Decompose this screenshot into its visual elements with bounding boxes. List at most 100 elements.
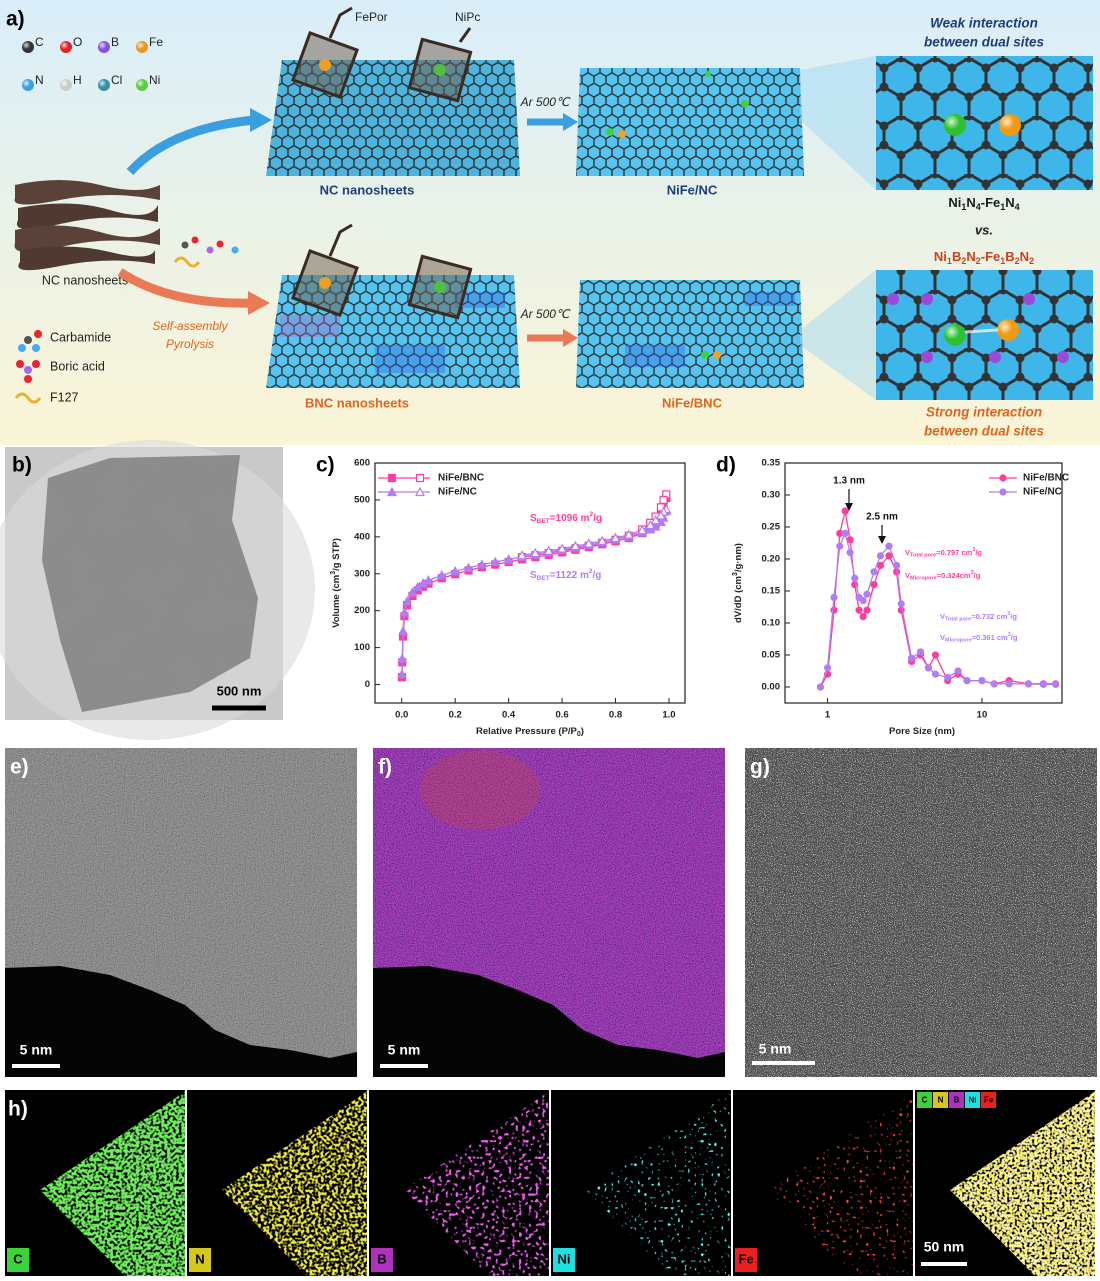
panel-label: d) xyxy=(716,454,736,477)
text-part: /g xyxy=(975,548,982,557)
text-part: /g xyxy=(593,570,602,581)
panel-h: C N B Ni Fe C N B Ni Fe 50 nm h) xyxy=(0,1088,1100,1276)
y-tick-label: 0.35 xyxy=(762,458,781,469)
panel-e: e) 5 nm xyxy=(5,748,357,1077)
vacuum xyxy=(373,966,725,1077)
decoration xyxy=(1057,351,1069,363)
text-part: S xyxy=(530,513,537,524)
text-part: =0.732 cm xyxy=(971,612,1007,621)
process-label: Self-assembly xyxy=(152,319,228,333)
decoration xyxy=(328,6,353,39)
highlight xyxy=(944,114,966,136)
data-point xyxy=(823,664,832,672)
data-point xyxy=(530,547,541,558)
annotation: VTotal pore=0.797 cm3/g xyxy=(905,547,982,559)
data-point xyxy=(659,495,668,505)
data-point xyxy=(423,575,434,585)
text-part: =1122 m xyxy=(550,570,589,581)
atom-label: B xyxy=(111,35,119,49)
sheet-label: BNC nanosheets xyxy=(305,395,409,410)
boron-atoms xyxy=(887,293,1069,363)
atom-label: H xyxy=(73,73,82,87)
atom-label: Ni xyxy=(149,73,160,87)
text-part: 2 xyxy=(961,256,966,266)
overlay-swatch xyxy=(933,1092,948,1108)
data-point xyxy=(978,676,986,685)
overlay-swatch xyxy=(981,1092,996,1108)
decoration xyxy=(34,330,42,338)
text-part: 0 xyxy=(577,731,581,738)
annotation: VMicropore=0.361 cm3/g xyxy=(940,632,1018,644)
atom-highlight xyxy=(98,41,110,53)
atom-legend: C O B Fe N H Cl Ni xyxy=(22,35,163,91)
site-caption: Strong interaction xyxy=(926,405,1042,420)
atom-highlight xyxy=(136,79,148,91)
data-point xyxy=(637,524,648,535)
decoration xyxy=(24,366,32,374)
overlay-swatch xyxy=(965,1092,980,1108)
peak-arrow-head xyxy=(845,503,853,511)
b-domain xyxy=(280,315,340,337)
data-point xyxy=(816,683,825,691)
atom-highlight xyxy=(60,79,72,91)
zoom-fan xyxy=(800,270,876,400)
text-part: -Fe xyxy=(981,195,1001,210)
legend-marker xyxy=(387,486,397,497)
eds-map: B xyxy=(369,1090,549,1276)
data-point xyxy=(407,586,418,597)
text-part: Ni xyxy=(934,249,947,264)
decoration xyxy=(1023,293,1035,305)
atom-label: Fe xyxy=(149,35,163,49)
data-point xyxy=(841,507,849,515)
annotation: VMicropore=0.324cm3/g xyxy=(905,570,981,582)
text-part: -Fe xyxy=(981,249,1001,264)
peak-label: 1.3 nm xyxy=(833,476,865,487)
data-point xyxy=(907,654,916,662)
legend-marker xyxy=(415,473,425,483)
decoration xyxy=(458,27,472,43)
text-part: ) xyxy=(581,726,584,737)
overlay-label: C xyxy=(922,1096,928,1105)
data-point xyxy=(990,680,998,688)
scale-label: 50 nm xyxy=(924,1239,964,1255)
data-point xyxy=(863,606,871,614)
element-label: N xyxy=(195,1251,204,1266)
text-part: 2 xyxy=(589,511,593,518)
data-point xyxy=(503,554,514,564)
data-point xyxy=(963,676,971,685)
text-part: Micropore xyxy=(910,576,937,582)
y-tick-label: 0.30 xyxy=(762,490,781,501)
element-badge xyxy=(371,1248,393,1272)
text-part: dV/dD (cm xyxy=(733,576,744,623)
decoration xyxy=(24,375,32,383)
data-point xyxy=(830,593,838,602)
text-part: B xyxy=(952,249,961,264)
text-part: Volume (cm xyxy=(331,575,342,628)
text-part: Total pore xyxy=(910,553,936,559)
data-point xyxy=(623,529,634,539)
text-part: V xyxy=(905,571,910,580)
text-part: Ni xyxy=(948,195,961,210)
element-badge xyxy=(189,1248,211,1272)
y-tick-label: 0.15 xyxy=(762,586,781,597)
data-point xyxy=(944,673,952,682)
x-tick-label: 0.0 xyxy=(395,710,408,721)
nife-bnc-sheet xyxy=(576,280,804,388)
panel-f: f) 5 nm xyxy=(373,748,725,1077)
highlight xyxy=(997,319,1019,341)
data-point xyxy=(846,548,854,557)
data-point xyxy=(597,535,608,546)
step-label: Ar 500℃ xyxy=(520,95,571,109)
panel-label: f) xyxy=(378,756,392,779)
vs: vs. xyxy=(975,222,993,237)
data-point xyxy=(1052,680,1060,689)
text-part: BET xyxy=(537,575,550,582)
peak-arrow-head xyxy=(878,536,886,544)
atom-label: Cl xyxy=(111,73,122,87)
vacuum xyxy=(5,966,357,1077)
panel-label: e) xyxy=(10,756,29,779)
b-domain xyxy=(625,345,685,367)
text-part: /g xyxy=(1010,612,1017,621)
b-domain xyxy=(375,345,445,373)
decoration xyxy=(18,246,155,271)
